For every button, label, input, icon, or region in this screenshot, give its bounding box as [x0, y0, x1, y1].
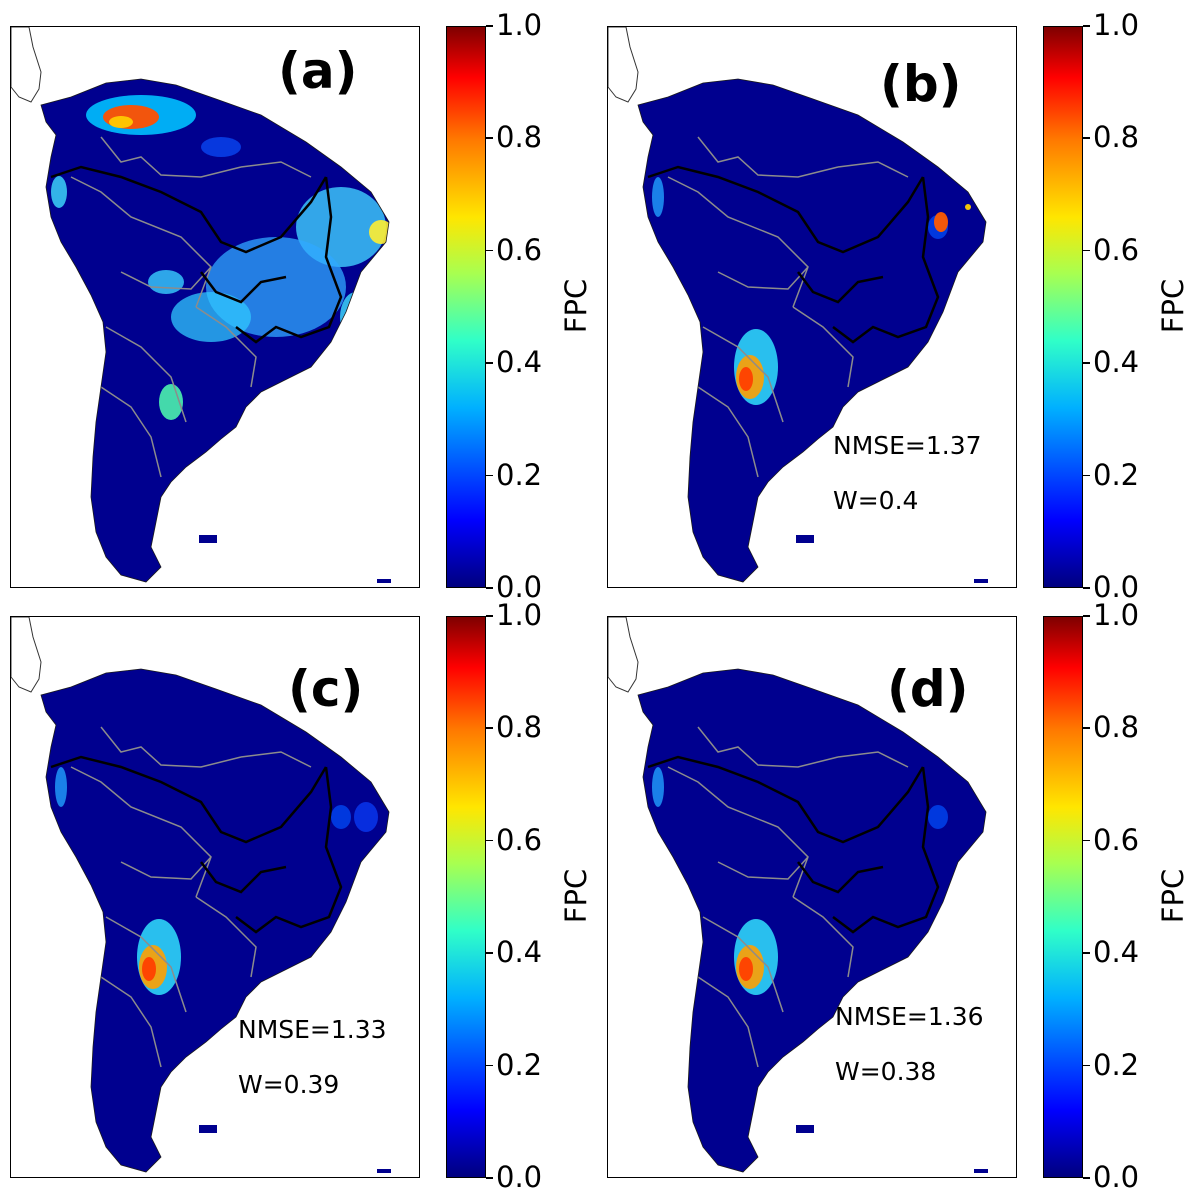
w-label-c: W=0.39 [238, 1070, 340, 1099]
colorbar-tick-mark [486, 474, 493, 477]
colorbar-tick-label: 0.8 [496, 120, 543, 155]
colorbar-tick-mark [486, 249, 493, 252]
colorbar-tick-label: 0.2 [496, 1047, 543, 1082]
colorbar-tick-mark [1083, 727, 1090, 729]
colorbar-tick-mark [1083, 839, 1090, 842]
map-panel-d [607, 616, 1017, 1178]
colorbar-tick-label: 0.4 [496, 935, 543, 970]
colorbar-gradient [446, 26, 486, 588]
colorbar-tick-label: 0.8 [496, 710, 543, 745]
colorbar-label: FPC [559, 868, 594, 924]
colorbar-gradient [446, 616, 486, 1178]
colorbar-tick-mark [1083, 615, 1090, 617]
colorbar-tick-label: 0.0 [496, 570, 543, 604]
colorbar-tick-label: 0.0 [1093, 1160, 1140, 1194]
panel-label-c: (c) [288, 660, 364, 718]
colorbar-tick-label: 0.8 [1093, 710, 1140, 745]
colorbar-tick-label: 0.8 [1093, 120, 1140, 155]
colorbar-tick-mark [486, 1064, 493, 1067]
colorbar-tick-mark [1083, 474, 1090, 477]
map-panel-a [10, 26, 420, 588]
panel-label-b: (b) [880, 55, 962, 113]
south-america-map-d [608, 617, 988, 1173]
w-label-d: W=0.38 [835, 1057, 937, 1086]
nmse-label-b: NMSE=1.37 [833, 431, 982, 460]
colorbar-tick-label: 0.4 [496, 345, 543, 380]
south-america-map-c [11, 617, 391, 1173]
w-label-b: W=0.4 [833, 486, 919, 515]
panel-label-a: (a) [278, 42, 358, 100]
colorbar-tick-label: 1.0 [496, 598, 543, 632]
colorbar-tick-label: 0.4 [1093, 935, 1140, 970]
colorbar-tick-label: 0.0 [1093, 570, 1140, 604]
colorbar-tick-mark [1083, 25, 1090, 27]
colorbar-tick-mark [486, 362, 493, 364]
colorbar-label: FPC [1156, 278, 1188, 334]
colorbar-tick-label: 0.2 [496, 457, 543, 492]
colorbar-tick-label: 1.0 [1093, 598, 1140, 632]
colorbar-tick-label: 0.2 [1093, 1047, 1140, 1082]
colorbar-tick-label: 0.6 [496, 232, 543, 267]
colorbar-tick-label: 1.0 [496, 8, 543, 42]
colorbar-tick-mark [486, 1177, 493, 1179]
colorbar-gradient [1043, 26, 1083, 588]
colorbar-tick-mark [1083, 952, 1090, 954]
colorbar-tick-label: 0.2 [1093, 457, 1140, 492]
colorbar-tick-label: 0.6 [496, 822, 543, 857]
colorbar-label: FPC [559, 278, 594, 334]
colorbar-tick-label: 1.0 [1093, 8, 1140, 42]
south-america-map-b [608, 27, 988, 583]
nmse-label-d: NMSE=1.36 [835, 1002, 984, 1031]
colorbar-tick-mark [1083, 249, 1090, 252]
colorbar-tick-mark [1083, 362, 1090, 364]
colorbar-tick-mark [486, 952, 493, 954]
colorbar-tick-mark [1083, 137, 1090, 139]
colorbar-tick-mark [486, 839, 493, 842]
map-panel-c [10, 616, 420, 1178]
colorbar-tick-mark [486, 727, 493, 729]
colorbar-tick-mark [486, 587, 493, 589]
colorbar-tick-mark [486, 137, 493, 139]
colorbar-tick-mark [1083, 1064, 1090, 1067]
colorbar-tick-mark [1083, 587, 1090, 589]
map-panel-b [607, 26, 1017, 588]
nmse-label-c: NMSE=1.33 [238, 1015, 387, 1044]
south-america-map-a [11, 27, 391, 583]
panel-label-d: (d) [887, 660, 969, 718]
colorbar-label: FPC [1156, 868, 1188, 924]
colorbar-tick-mark [1083, 1177, 1090, 1179]
colorbar-tick-mark [486, 25, 493, 27]
colorbar-gradient [1043, 616, 1083, 1178]
colorbar-tick-mark [486, 615, 493, 617]
colorbar-tick-label: 0.6 [1093, 232, 1140, 267]
colorbar-tick-label: 0.6 [1093, 822, 1140, 857]
colorbar-tick-label: 0.0 [496, 1160, 543, 1194]
colorbar-tick-label: 0.4 [1093, 345, 1140, 380]
